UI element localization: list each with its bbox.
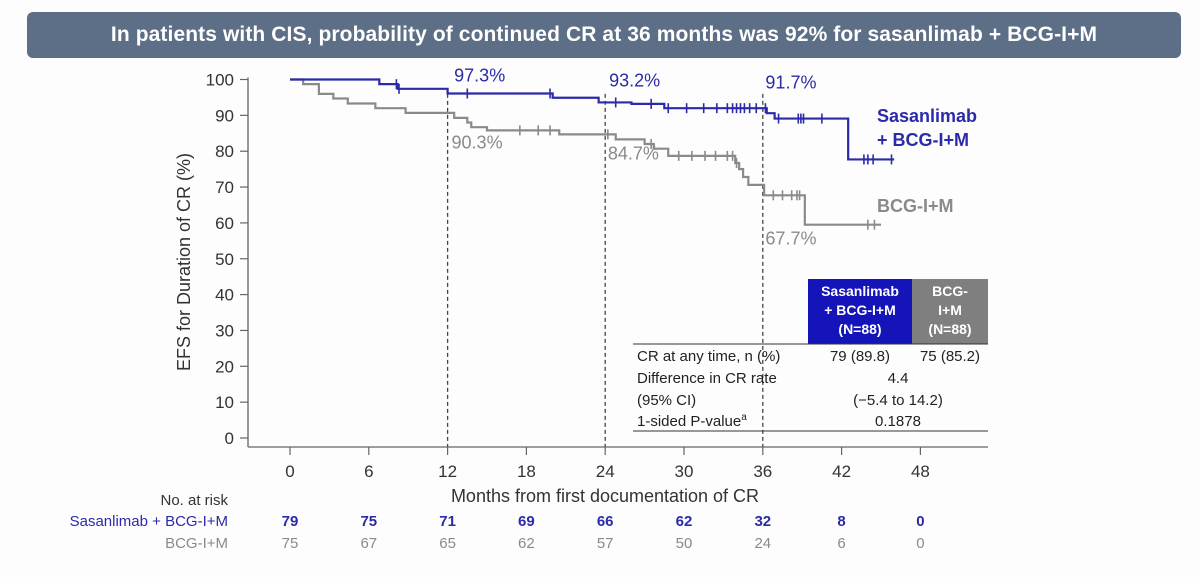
at-risk-value: 71: [439, 513, 456, 530]
at-risk-value: 0: [916, 535, 924, 552]
survival-curves: Sasanlimab + BCG-I+M BCG-I+M: [290, 78, 977, 230]
at-risk-value: 65: [439, 535, 456, 552]
x-tick-label: 42: [832, 462, 851, 481]
reference-lines: [446, 93, 764, 447]
annotation-90.3%: 90.3%: [452, 133, 503, 153]
x-tick-label: 36: [753, 462, 772, 481]
at-risk-value: 75: [360, 513, 377, 530]
table-value-merged: (−5.4 to 14.2): [853, 392, 943, 409]
x-tick-label: 12: [438, 462, 457, 481]
y-tick-label: 80: [215, 142, 234, 161]
table-row-label: Difference in CR rate: [637, 370, 777, 387]
at-risk-value: 0: [916, 513, 924, 530]
y-tick-label: 20: [215, 357, 234, 376]
y-tick-label: 10: [215, 393, 234, 412]
at-risk-value: 6: [837, 535, 845, 552]
table-header-bcg-text: I+M: [938, 302, 962, 318]
annotation-67.7%: 67.7%: [765, 228, 816, 248]
y-tick-label: 50: [215, 250, 234, 269]
slide-title: In patients with CIS, probability of con…: [110, 23, 1098, 46]
axes: 0 10 20 30 40 50 60 70 80 90 100 0 6 12 18 24 30 36 42 48 Mo…: [174, 71, 988, 506]
at-risk-value: 24: [754, 535, 771, 552]
results-table: Sasanlimab + BCG-I+M (N=88) BCG- I+M (N=88) CR…: [633, 279, 988, 432]
table-header-sasanlimab-text: (N=88): [838, 321, 881, 337]
table-header-sasanlimab-text: + BCG-I+M: [824, 302, 896, 318]
x-axis-title: Months from first documentation of CR: [451, 486, 759, 506]
y-tick-label: 70: [215, 178, 234, 197]
y-tick-label: 0: [225, 429, 234, 448]
y-tick-label: 60: [215, 214, 234, 233]
table-header-bcg: [912, 279, 988, 344]
at-risk-label: BCG-I+M: [165, 535, 228, 552]
annotation-91.7%: 91.7%: [765, 72, 816, 92]
x-tick-label: 0: [285, 462, 294, 481]
km-curve-bcg: [290, 78, 881, 226]
at-risk-title: No. at risk: [160, 492, 228, 509]
x-tick-label: 6: [364, 462, 373, 481]
table-header-bcg-text: (N=88): [928, 321, 971, 337]
table-row-label: (95% CI): [637, 392, 696, 409]
x-tick-label: 30: [675, 462, 694, 481]
table-value-merged: 4.4: [888, 370, 909, 387]
x-tick-label: 48: [911, 462, 930, 481]
at-risk-value: 69: [518, 513, 535, 530]
slide-title-banner: In patients with CIS, probability of con…: [27, 12, 1181, 58]
legend-sasanlimab-line1: Sasanlimab: [877, 106, 977, 126]
at-risk-label: Sasanlimab + BCG-I+M: [70, 513, 228, 530]
at-risk-value: 50: [676, 535, 693, 552]
at-risk-value: 62: [676, 513, 693, 530]
y-axis-title: EFS for Duration of CR (%): [174, 153, 194, 371]
legend-sasanlimab-line2: + BCG-I+M: [877, 130, 969, 150]
table-header-sasanlimab: [808, 279, 912, 344]
table-header-sasanlimab-text: Sasanlimab: [821, 283, 899, 299]
y-tick-label: 30: [215, 321, 234, 340]
table-row-label: 1-sided P-valuea: [637, 412, 747, 430]
at-risk-value: 8: [837, 513, 845, 530]
annotation-93.2%: 93.2%: [609, 71, 660, 91]
at-risk-value: 62: [518, 535, 535, 552]
table-value-merged: 0.1878: [875, 413, 921, 430]
y-tick-label: 40: [215, 286, 234, 305]
at-risk-value: 66: [597, 513, 614, 530]
at-risk-value: 57: [597, 535, 614, 552]
annotation-84.7%: 84.7%: [608, 143, 659, 163]
at-risk-value: 79: [282, 513, 299, 530]
y-tick-label: 100: [206, 71, 234, 90]
annotation-97.3%: 97.3%: [454, 65, 505, 85]
at-risk-value: 67: [360, 535, 377, 552]
legend-bcg: BCG-I+M: [877, 196, 954, 216]
at-risk-value: 32: [754, 513, 771, 530]
rate-annotations: 97.3% 93.2% 91.7% 90.3% 84.7% 67.7%: [452, 65, 817, 248]
table-value-sasanlimab: 79 (89.8): [830, 348, 890, 365]
footnote-marker: a: [741, 412, 747, 423]
table-value-bcg: 75 (85.2): [920, 348, 980, 365]
table-header-bcg-text: BCG-: [932, 283, 968, 299]
x-tick-label: 24: [596, 462, 615, 481]
y-tick-label: 90: [215, 106, 234, 125]
table-row-label: CR at any time, n (%): [637, 348, 780, 365]
at-risk-table: No. at risk Sasanlimab + BCG-I+M 79 75 71 69 6…: [70, 492, 925, 552]
x-tick-label: 18: [517, 462, 536, 481]
at-risk-value: 75: [282, 535, 299, 552]
